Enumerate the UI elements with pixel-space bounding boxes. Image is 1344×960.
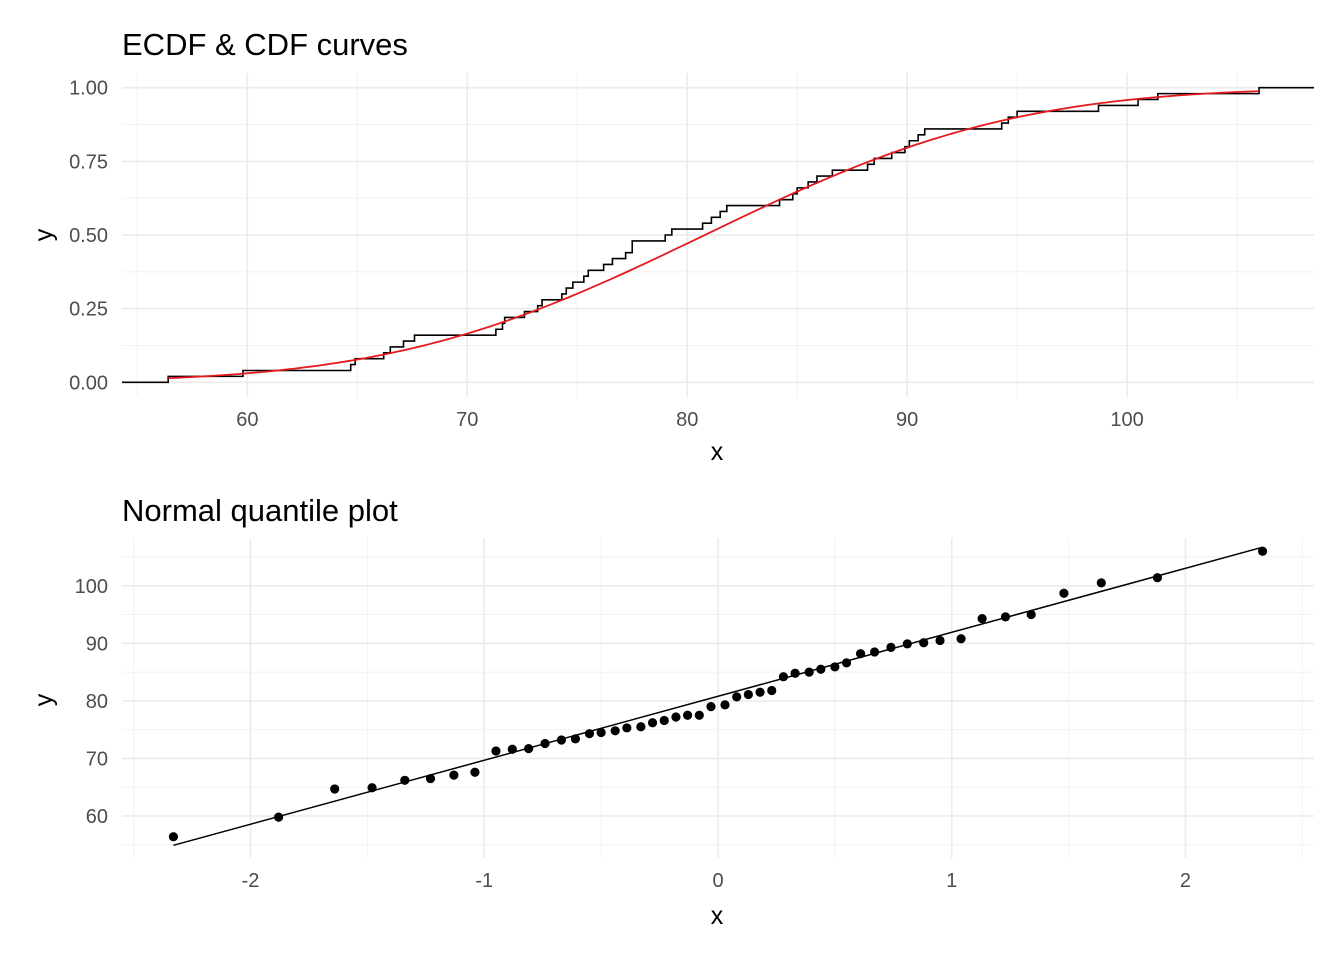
qq-point xyxy=(830,662,840,672)
ecdf-tick-labels: 60 70 80 90 100 0.00 0.25 0.50 0.75 1.00 xyxy=(69,78,1144,431)
qq-point xyxy=(732,692,742,702)
qq-point xyxy=(886,642,896,652)
qq-point xyxy=(584,729,595,739)
qq-point xyxy=(902,639,912,649)
qq-point xyxy=(816,664,826,674)
qq-point xyxy=(743,689,753,700)
x-tick-label: 0 xyxy=(712,870,723,892)
qq-point xyxy=(556,735,567,745)
qq-point xyxy=(919,638,929,648)
qq-point xyxy=(400,775,410,785)
x-tick-label: 100 xyxy=(1110,409,1143,431)
qq-point xyxy=(755,687,765,697)
qq-point xyxy=(935,635,945,646)
qq-point xyxy=(956,634,966,644)
qq-point xyxy=(683,710,693,720)
y-tick-label: 0.25 xyxy=(69,299,108,321)
x-tick-label: 80 xyxy=(676,409,698,431)
normal-cdf-curve xyxy=(168,90,1260,380)
ecdf-data-layer xyxy=(122,86,1314,384)
qq-point xyxy=(659,715,669,726)
qq-point xyxy=(1000,612,1011,622)
ecdf-y-axis-title: y xyxy=(30,228,58,241)
qq-point xyxy=(767,685,777,696)
x-tick-label: -2 xyxy=(242,870,260,892)
qq-title: Normal quantile plot xyxy=(122,493,398,528)
y-tick-label: 90 xyxy=(86,633,108,655)
qq-data-layer xyxy=(168,546,1268,847)
qq-point xyxy=(671,712,681,722)
y-tick-label: 1.00 xyxy=(69,78,108,100)
qq-point xyxy=(1096,578,1106,588)
qq-point xyxy=(1257,546,1268,556)
qq-point xyxy=(841,658,852,668)
y-tick-label: 0.50 xyxy=(69,225,108,247)
qq-point xyxy=(706,702,716,712)
ecdf-panel: 60 70 80 90 100 0.00 0.25 0.50 0.75 1.00 ECDF & C… xyxy=(30,27,1314,466)
qq-point xyxy=(524,744,534,754)
y-tick-label: 0.75 xyxy=(69,151,108,173)
qq-point xyxy=(977,613,987,624)
qq-point xyxy=(273,812,284,822)
qq-point xyxy=(720,700,730,710)
x-tick-label: -1 xyxy=(475,870,493,892)
y-tick-label: 70 xyxy=(86,748,108,770)
qq-point xyxy=(636,722,646,732)
qq-point xyxy=(855,649,866,659)
y-tick-label: 60 xyxy=(86,806,108,828)
qq-point xyxy=(330,784,340,794)
ecdf-step-line xyxy=(122,86,1314,384)
x-tick-label: 90 xyxy=(896,409,918,431)
y-tick-label: 100 xyxy=(75,576,108,598)
y-tick-label: 0.00 xyxy=(69,372,108,394)
qq-point xyxy=(647,718,658,728)
qq-point xyxy=(596,727,606,738)
x-tick-label: 2 xyxy=(1180,870,1191,892)
x-tick-label: 1 xyxy=(946,870,957,892)
qq-point xyxy=(570,734,581,744)
qq-point xyxy=(168,832,179,842)
y-tick-label: 80 xyxy=(86,691,108,713)
x-tick-label: 60 xyxy=(236,409,258,431)
qq-point xyxy=(610,726,620,736)
qq-point xyxy=(491,746,501,756)
qq-point xyxy=(778,672,789,682)
ecdf-x-axis-title: x xyxy=(711,438,724,466)
qq-point xyxy=(790,668,800,678)
qq-point xyxy=(694,710,704,720)
qq-point xyxy=(1152,573,1163,583)
qq-reference-line xyxy=(173,546,1263,847)
qq-point xyxy=(804,667,814,677)
qq-point xyxy=(367,783,377,793)
qq-x-axis-title: x xyxy=(711,902,724,930)
qq-y-axis-title: y xyxy=(30,693,58,706)
ecdf-title: ECDF & CDF curves xyxy=(122,27,408,62)
qq-point xyxy=(425,773,436,784)
qq-point xyxy=(507,744,517,754)
qq-point xyxy=(622,723,632,733)
qq-point xyxy=(470,767,480,777)
qq-point xyxy=(1026,609,1036,620)
qq-point xyxy=(869,647,880,657)
x-tick-label: 70 xyxy=(456,409,478,431)
qq-tick-labels: -2 -1 0 1 2 60 70 80 90 100 xyxy=(75,576,1191,892)
ecdf-gridlines xyxy=(122,73,1314,397)
qq-point xyxy=(1059,588,1069,598)
qq-point xyxy=(449,770,459,780)
qq-gridlines xyxy=(122,538,1314,858)
qq-point xyxy=(540,738,550,749)
